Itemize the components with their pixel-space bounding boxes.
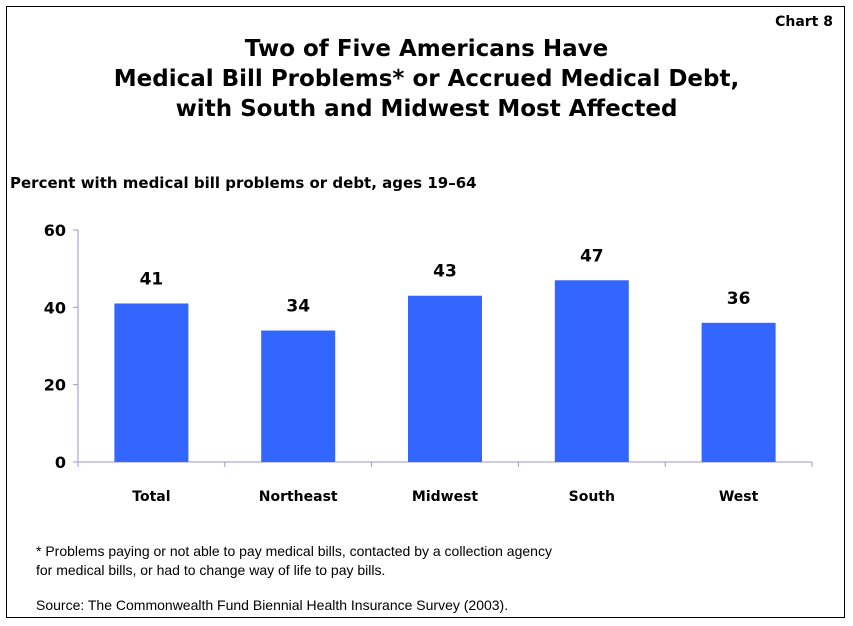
footnote: * Problems paying or not able to pay med…	[36, 542, 796, 580]
x-tick-label: South	[569, 489, 615, 505]
x-axis: Total Northeast Midwest South West	[77, 461, 813, 505]
chart-number: Chart 8	[775, 14, 833, 30]
footnote-line-2: for medical bills, or had to change way …	[36, 562, 386, 578]
bar	[408, 295, 482, 462]
x-tick-label: Northeast	[259, 489, 338, 505]
chart-frame	[6, 6, 845, 618]
bar	[701, 322, 776, 462]
x-tick-label: West	[719, 489, 759, 505]
source-note: Source: The Commonwealth Fund Biennial H…	[36, 597, 509, 613]
x-tick-label: Total	[132, 489, 170, 505]
bar-value-label: 47	[580, 246, 604, 266]
bar-value-label: 43	[433, 262, 457, 282]
bar	[261, 330, 336, 462]
title-line-3: with South and Midwest Most Affected	[175, 96, 678, 122]
title-line-1: Two of Five Americans Have	[244, 36, 609, 62]
y-tick-label: 20	[44, 376, 66, 395]
x-tick-label: Midwest	[412, 489, 479, 505]
y-axis: 0 20 40 60	[44, 221, 79, 472]
footnote-line-1: * Problems paying or not able to pay med…	[36, 543, 552, 559]
bar-value-label: 41	[140, 269, 164, 289]
bars	[114, 280, 776, 462]
y-tick-label: 0	[55, 453, 66, 472]
bar-value-label: 36	[727, 289, 751, 309]
chart-subtitle: Percent with medical bill problems or de…	[10, 174, 477, 192]
y-tick-label: 60	[44, 221, 66, 240]
title-line-2: Medical Bill Problems* or Accrued Medica…	[113, 66, 740, 92]
chart-title: Two of Five Americans Have Medical Bill …	[10, 34, 843, 124]
bar	[114, 303, 189, 462]
y-tick-label: 40	[44, 298, 66, 317]
bar-value-label: 34	[286, 297, 310, 317]
bar	[554, 280, 629, 462]
data-labels: 41 34 43 47 36	[140, 246, 751, 316]
